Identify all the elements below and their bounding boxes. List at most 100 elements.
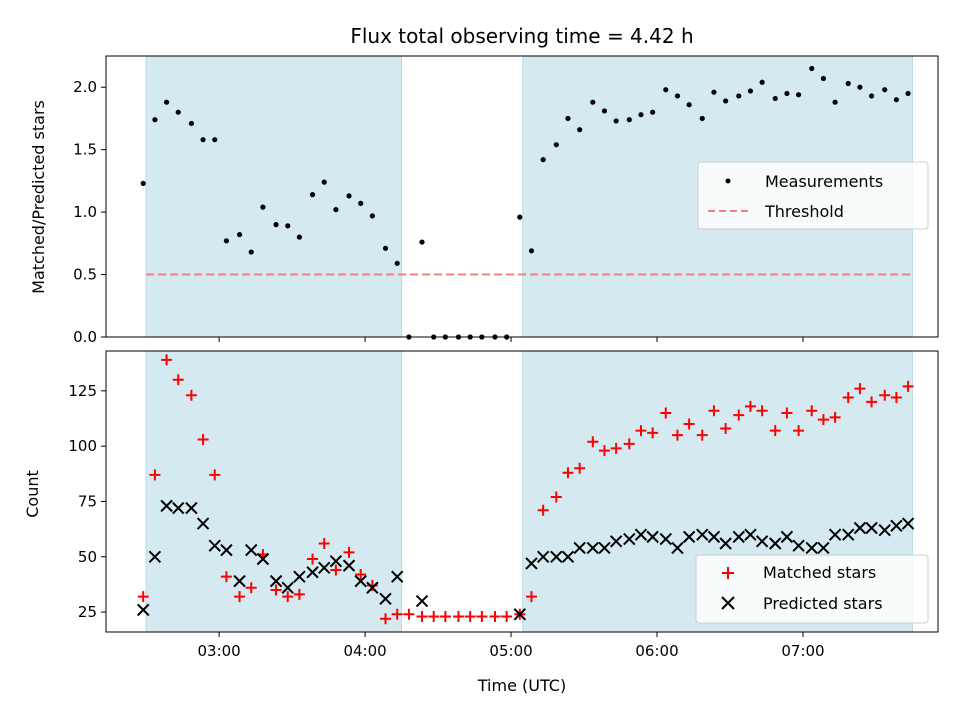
x-tick-label: 06:00 xyxy=(635,642,678,660)
predicted-star-point xyxy=(256,552,270,566)
matched-star-point xyxy=(817,414,829,426)
matched-star-point xyxy=(635,425,647,437)
predicted-star-point xyxy=(293,570,306,583)
predicted-star-point xyxy=(890,519,903,533)
matched-star-point xyxy=(234,591,246,603)
predicted-star-point xyxy=(281,581,294,594)
matched-star-point xyxy=(416,611,428,623)
y-tick-label: 50 xyxy=(78,548,97,566)
measurement-point xyxy=(590,99,596,105)
predicted-star-point xyxy=(707,530,721,544)
matched-star-point xyxy=(842,391,854,403)
predicted-star-point xyxy=(732,530,745,544)
x-axis-label: Time (UTC) xyxy=(477,676,566,695)
matched-star-point xyxy=(829,411,841,423)
matched-star-point xyxy=(769,425,781,437)
y-tick-label: 100 xyxy=(68,437,97,455)
predicted-star-point xyxy=(561,550,575,563)
matched-star-point xyxy=(476,611,488,623)
measurement-point xyxy=(893,97,900,103)
matched-star-point xyxy=(671,429,683,441)
y-tick-label: 25 xyxy=(78,603,97,621)
measurement-point xyxy=(809,65,815,72)
predicted-star-point xyxy=(137,603,150,617)
matched-star-point xyxy=(866,396,878,408)
predicted-star-point xyxy=(865,521,878,535)
matched-star-point xyxy=(307,553,319,565)
predicted-star-point xyxy=(306,566,319,579)
measurement-point xyxy=(674,93,681,99)
matched-star-point xyxy=(720,422,732,434)
predicted-star-point xyxy=(682,530,696,544)
measurement-point xyxy=(868,93,875,99)
matched-star-point xyxy=(610,442,622,454)
legend-threshold-label: Threshold xyxy=(764,202,844,221)
matched-star-point xyxy=(330,564,342,576)
matched-star-point xyxy=(587,436,599,448)
top-y-ticks: 0.0 0.5 1.0 1.5 2.0 xyxy=(73,78,106,346)
measurement-point xyxy=(736,93,742,99)
matched-star-point xyxy=(501,611,513,623)
measurement-point xyxy=(686,102,692,108)
measurement-point xyxy=(650,109,656,115)
matched-star-point xyxy=(806,405,818,417)
bottom-shaded-intervals xyxy=(145,350,913,633)
measurement-point xyxy=(711,89,717,95)
measurement-point xyxy=(663,87,669,93)
measurement-point xyxy=(260,204,266,210)
measurement-point xyxy=(905,90,911,97)
y-tick-label: 1.0 xyxy=(73,203,97,221)
measurement-point xyxy=(358,200,364,206)
measurements-series xyxy=(140,65,911,340)
matched-star-point xyxy=(902,380,914,392)
legend-matched-label: Matched stars xyxy=(763,563,876,582)
measurement-point xyxy=(626,117,632,123)
measurement-point xyxy=(723,98,729,104)
measurement-point xyxy=(382,245,389,251)
predicted-star-point xyxy=(245,543,258,557)
measurement-point xyxy=(369,213,375,219)
matched-star-point xyxy=(890,391,902,403)
matched-star-point xyxy=(562,467,574,479)
predicted-star-point xyxy=(390,570,404,583)
measurement-point xyxy=(747,88,754,94)
matched-star-point xyxy=(574,462,586,474)
predicted-star-point xyxy=(536,550,550,563)
matched-star-point xyxy=(733,409,745,421)
legend-matched-marker xyxy=(722,567,734,579)
measurement-point xyxy=(273,222,279,228)
y-tick-label: 2.0 xyxy=(73,78,97,96)
predicted-star-point xyxy=(828,528,842,541)
measurement-point xyxy=(296,234,303,240)
y-tick-label: 75 xyxy=(78,492,97,510)
predicted-star-point xyxy=(220,543,233,557)
predicted-star-point xyxy=(817,541,830,555)
matched-star-point xyxy=(453,611,465,623)
matched-star-point xyxy=(137,591,149,603)
matched-star-point xyxy=(793,425,805,437)
predicted-star-point xyxy=(719,537,732,550)
measurement-point xyxy=(188,120,194,127)
predicted-star-point xyxy=(525,557,538,570)
top-y-axis-label: Matched/Predicted stars xyxy=(29,100,48,294)
predicted-star-point xyxy=(196,517,210,530)
predicted-star-point xyxy=(550,550,563,563)
legend-measurements-label: Measurements xyxy=(765,172,883,191)
matched-star-point xyxy=(318,537,330,549)
measurement-point xyxy=(553,142,559,148)
predicted-star-point xyxy=(646,530,659,544)
legend-measurements-marker xyxy=(725,178,731,184)
predicted-star-point xyxy=(671,541,684,555)
predicted-star-point xyxy=(172,501,185,515)
measurement-point xyxy=(140,180,146,186)
x-tick-label: 07:00 xyxy=(781,642,824,660)
matched-star-point xyxy=(220,571,232,583)
matched-star-point xyxy=(708,405,720,417)
shaded-interval-0 xyxy=(145,350,403,633)
matched-star-point xyxy=(464,611,476,623)
predicted-star-point xyxy=(318,561,331,575)
matched-star-point xyxy=(282,591,294,603)
predicted-star-point xyxy=(513,608,527,621)
measurement-point xyxy=(577,127,583,133)
measurement-point xyxy=(333,207,339,213)
